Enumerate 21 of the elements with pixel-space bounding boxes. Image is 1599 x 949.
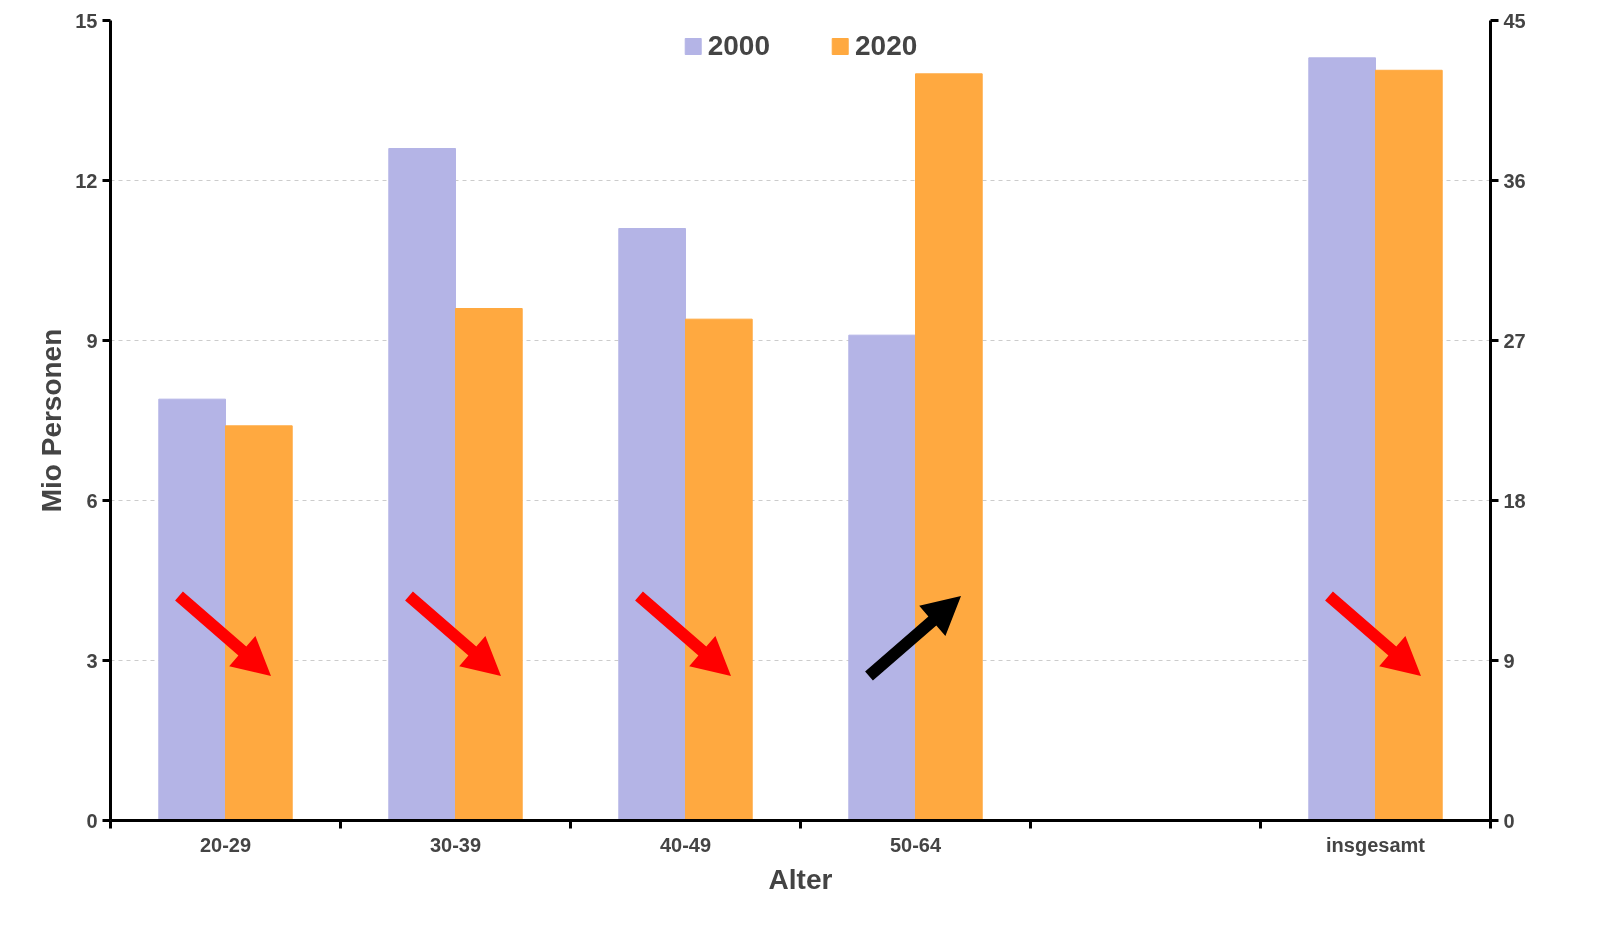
y2-tick-label: 18: [1503, 489, 1526, 512]
x-tick-label: 20-29: [199, 833, 252, 856]
y2-tick-label: 36: [1503, 169, 1526, 192]
legend-label: 2020: [855, 30, 918, 62]
x-tick-label: 40-49: [659, 833, 712, 856]
x-tick-label: 30-39: [429, 833, 482, 856]
legend-label: 2000: [707, 30, 770, 62]
y-tick-label: 9: [86, 329, 98, 352]
y-tick-label: 12: [75, 169, 98, 192]
y-tick-label: 0: [86, 809, 98, 832]
y2-tick-label: 45: [1503, 9, 1526, 32]
y-tick-label: 6: [86, 489, 98, 512]
y2-tick-label: 27: [1503, 329, 1526, 352]
y-tick-label: 3: [86, 649, 98, 672]
x-axis-title: Alter: [768, 863, 833, 895]
y2-tick-label: 0: [1503, 809, 1515, 832]
y-tick-label: 15: [75, 9, 98, 32]
x-tick-label: insgesamt: [1326, 833, 1426, 856]
y2-tick-label: 9: [1503, 649, 1515, 672]
x-tick-label: 50-64: [889, 833, 942, 856]
y-axis-title: Mio Personen: [36, 328, 68, 513]
